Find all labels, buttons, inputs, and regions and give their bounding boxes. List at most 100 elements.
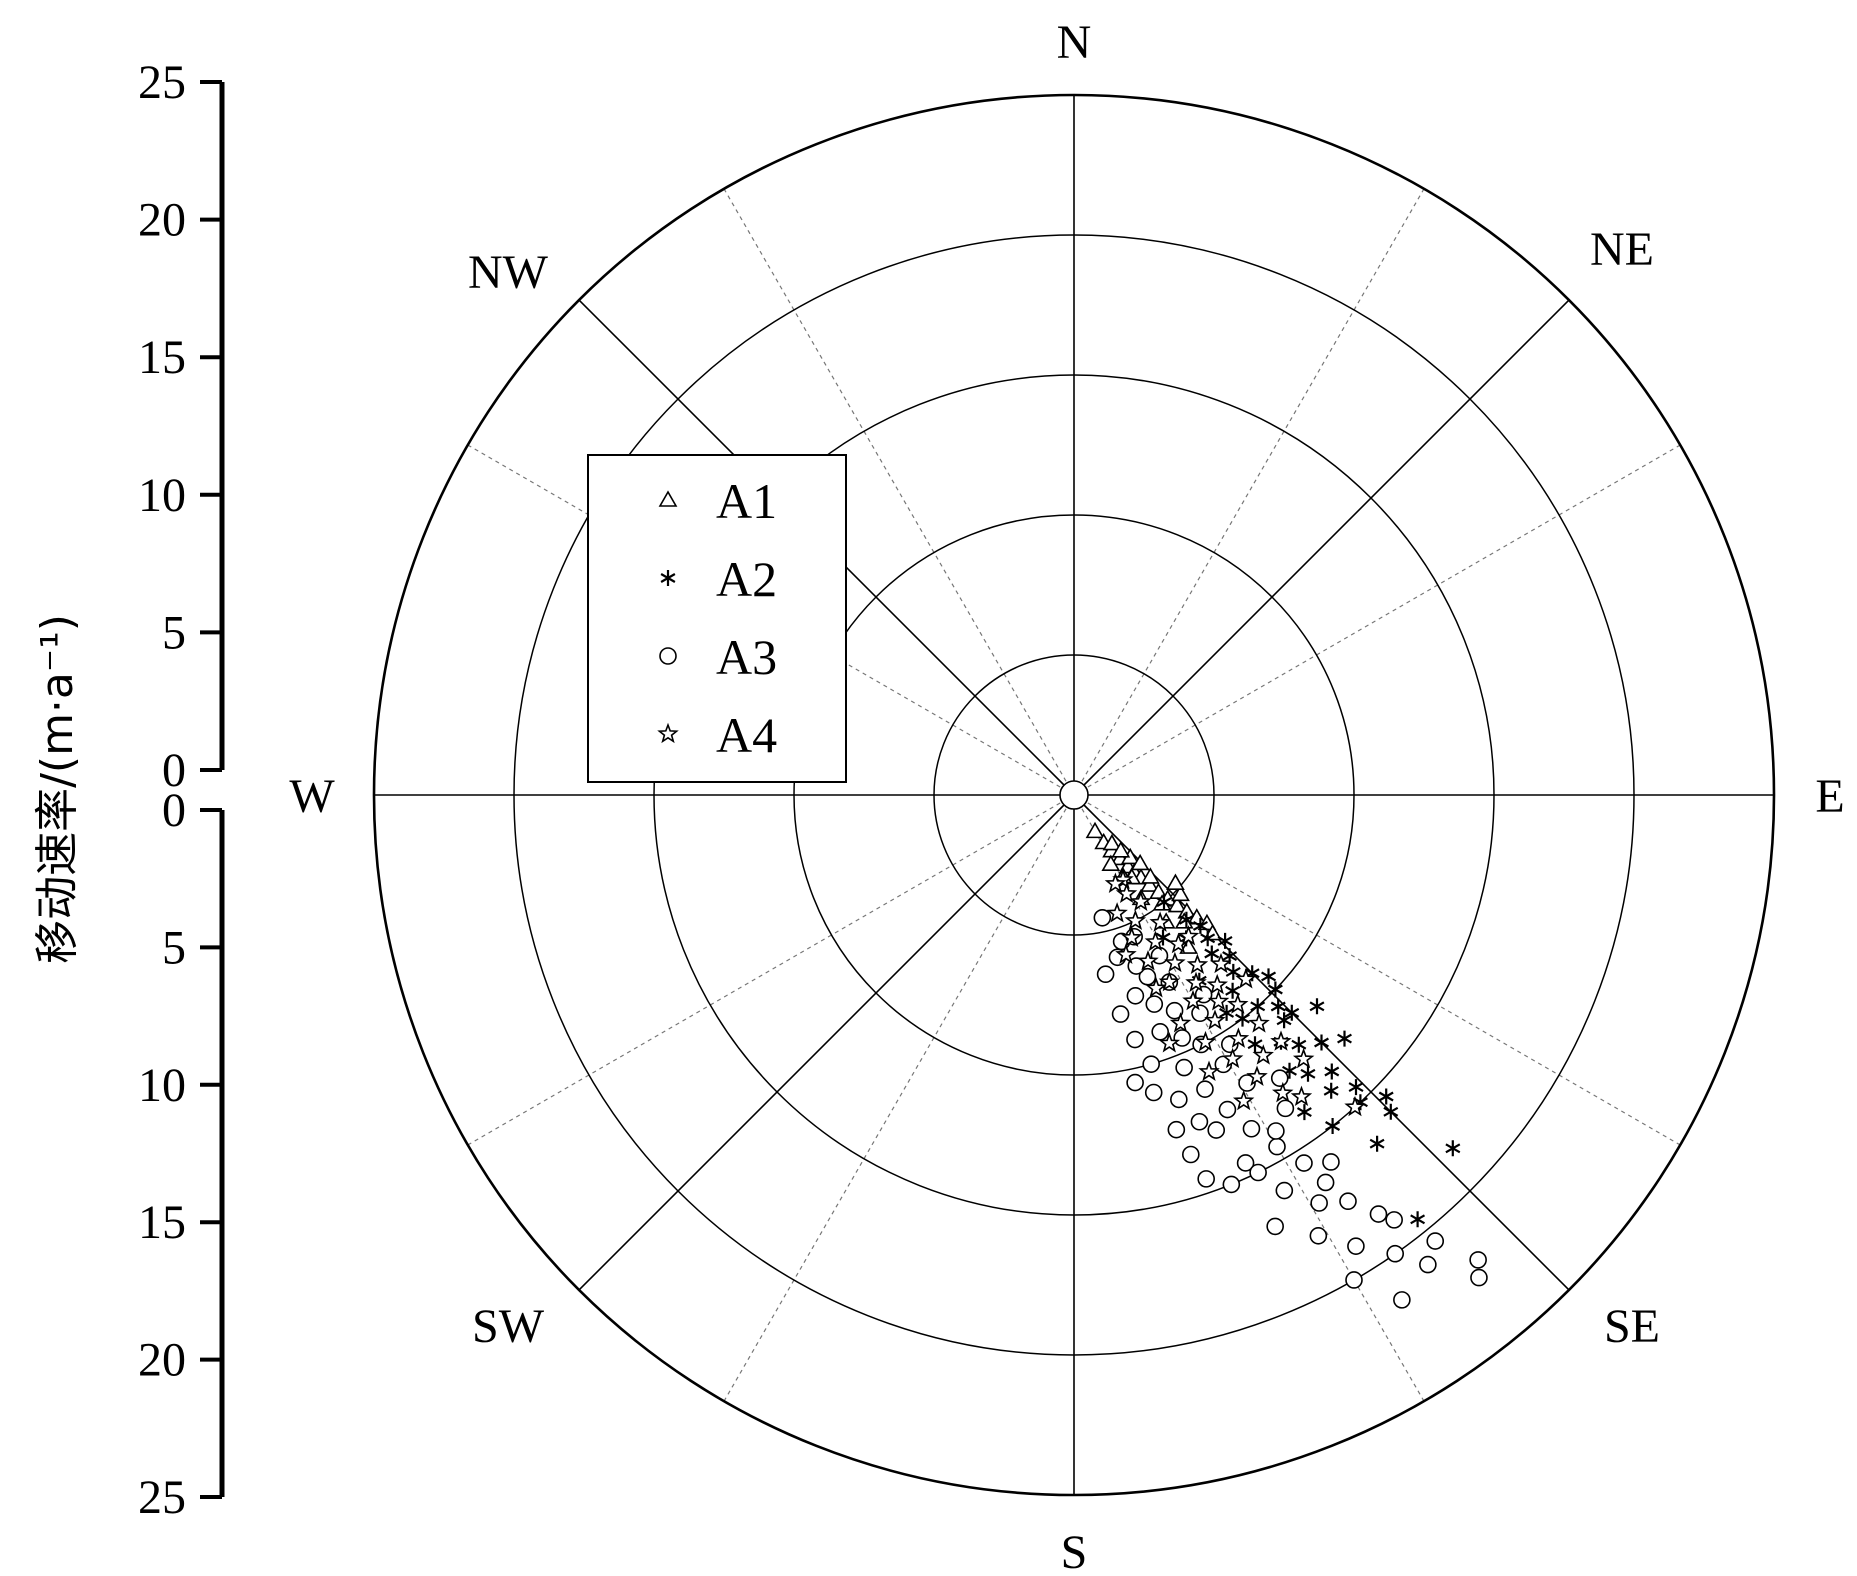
point-a4 — [1177, 925, 1200, 946]
point-a2 — [1178, 911, 1194, 928]
point-a4 — [1145, 977, 1167, 998]
point-a3 — [1207, 1121, 1226, 1139]
center-dot — [1059, 780, 1089, 810]
point-a3 — [1470, 1268, 1488, 1287]
point-a2 — [1219, 1004, 1235, 1021]
radius-tick-label: 5 — [162, 606, 186, 659]
series-a3 — [1093, 908, 1488, 1309]
point-a4 — [1186, 953, 1209, 975]
direction-label-s: S — [1061, 1526, 1088, 1576]
radius-axis: 00 5 5 10 10 15 15 20 20 25 25 — [138, 56, 225, 1524]
point-a4 — [1164, 951, 1186, 973]
point-a1 — [1102, 833, 1122, 851]
grid-ring — [793, 514, 1355, 1076]
point-a4 — [1227, 1027, 1250, 1048]
point-a2 — [1309, 998, 1325, 1015]
point-a3 — [1426, 1232, 1445, 1250]
point-a4 — [1120, 926, 1143, 947]
legend-marker-a4 — [657, 722, 679, 744]
direction-label-n: N — [1057, 16, 1092, 69]
minor-spoke — [467, 794, 1075, 1146]
point-a3 — [1339, 1192, 1357, 1211]
point-a4 — [1246, 1065, 1268, 1086]
point-a2 — [1261, 968, 1277, 985]
point-a4 — [1149, 911, 1171, 932]
point-a2 — [1348, 1079, 1364, 1096]
direction-label-se: SE — [1604, 1300, 1660, 1353]
point-a4 — [1292, 1047, 1315, 1069]
radius-tick-label: 15 — [138, 331, 186, 384]
point-a4 — [1144, 930, 1167, 952]
grid-ring — [372, 93, 1776, 1497]
point-a3 — [1385, 1211, 1403, 1229]
point-a4 — [1158, 1031, 1181, 1053]
point-a3 — [1249, 1163, 1267, 1182]
point-a3 — [1096, 965, 1115, 984]
point-a2 — [1291, 1036, 1307, 1053]
point-a1 — [1171, 884, 1190, 902]
legend-label-a2: A2 — [716, 551, 777, 607]
point-a2 — [1324, 1063, 1340, 1080]
point-a4 — [1198, 1060, 1220, 1081]
legend-marker-a1 — [658, 490, 678, 507]
radius-tick-label: 25 — [138, 56, 186, 109]
point-a4 — [1106, 902, 1128, 923]
point-a3 — [1242, 1119, 1261, 1138]
point-a3 — [1309, 1227, 1328, 1245]
point-a4 — [1169, 1012, 1192, 1033]
point-a1 — [1179, 937, 1198, 954]
series-a4 — [1104, 868, 1366, 1117]
point-a3 — [1275, 1181, 1294, 1200]
point-a2 — [1284, 1004, 1300, 1021]
point-a2 — [1323, 1082, 1339, 1099]
point-a2 — [1410, 1211, 1426, 1228]
point-a3 — [1322, 1153, 1340, 1171]
point-a2 — [1337, 1030, 1352, 1047]
point-a3 — [1347, 1237, 1365, 1255]
radius-tick-label: 25 — [138, 1471, 186, 1524]
point-a4 — [1270, 1030, 1292, 1051]
point-a3 — [1276, 1099, 1295, 1118]
point-a2 — [1225, 982, 1241, 999]
legend-marker-a3 — [659, 647, 677, 665]
direction-label-ne: NE — [1590, 223, 1654, 276]
point-a3 — [1197, 1170, 1215, 1188]
radius-tick-label: 20 — [138, 1334, 186, 1387]
legend-marker-a2 — [660, 570, 676, 586]
major-spoke — [1073, 299, 1570, 796]
point-a2 — [1250, 998, 1266, 1015]
point-a2 — [1247, 1036, 1263, 1053]
grid-ring — [513, 234, 1635, 1356]
point-a3 — [1093, 908, 1112, 927]
point-a1 — [1167, 895, 1187, 913]
point-a2 — [1445, 1140, 1461, 1157]
point-a2 — [1267, 981, 1283, 998]
point-a2 — [1296, 1104, 1312, 1121]
point-a3 — [1268, 1137, 1286, 1156]
point-a3 — [1266, 1217, 1284, 1236]
point-a3 — [1145, 995, 1164, 1013]
point-a3 — [1170, 1090, 1188, 1109]
point-a4 — [1227, 993, 1249, 1014]
point-a3 — [1295, 1154, 1313, 1172]
point-a3 — [1345, 1271, 1363, 1289]
point-a4 — [1235, 968, 1257, 989]
point-a2 — [1300, 1065, 1316, 1082]
point-a3 — [1236, 1154, 1255, 1172]
point-a4 — [1248, 1012, 1270, 1033]
point-a3 — [1386, 1244, 1405, 1263]
point-a2 — [1276, 1012, 1292, 1029]
point-a4 — [1104, 872, 1127, 893]
point-a3 — [1196, 1080, 1214, 1098]
point-a1 — [1111, 841, 1131, 858]
legend-label-a3: A3 — [716, 629, 777, 685]
point-a4 — [1130, 890, 1152, 911]
point-a3 — [1111, 1005, 1130, 1023]
point-a4 — [1182, 989, 1204, 1011]
point-a3 — [1238, 1074, 1256, 1092]
direction-label-sw: SW — [472, 1300, 545, 1353]
point-a4 — [1137, 950, 1159, 971]
point-a3 — [1369, 1205, 1388, 1223]
minor-spoke — [1073, 188, 1425, 796]
